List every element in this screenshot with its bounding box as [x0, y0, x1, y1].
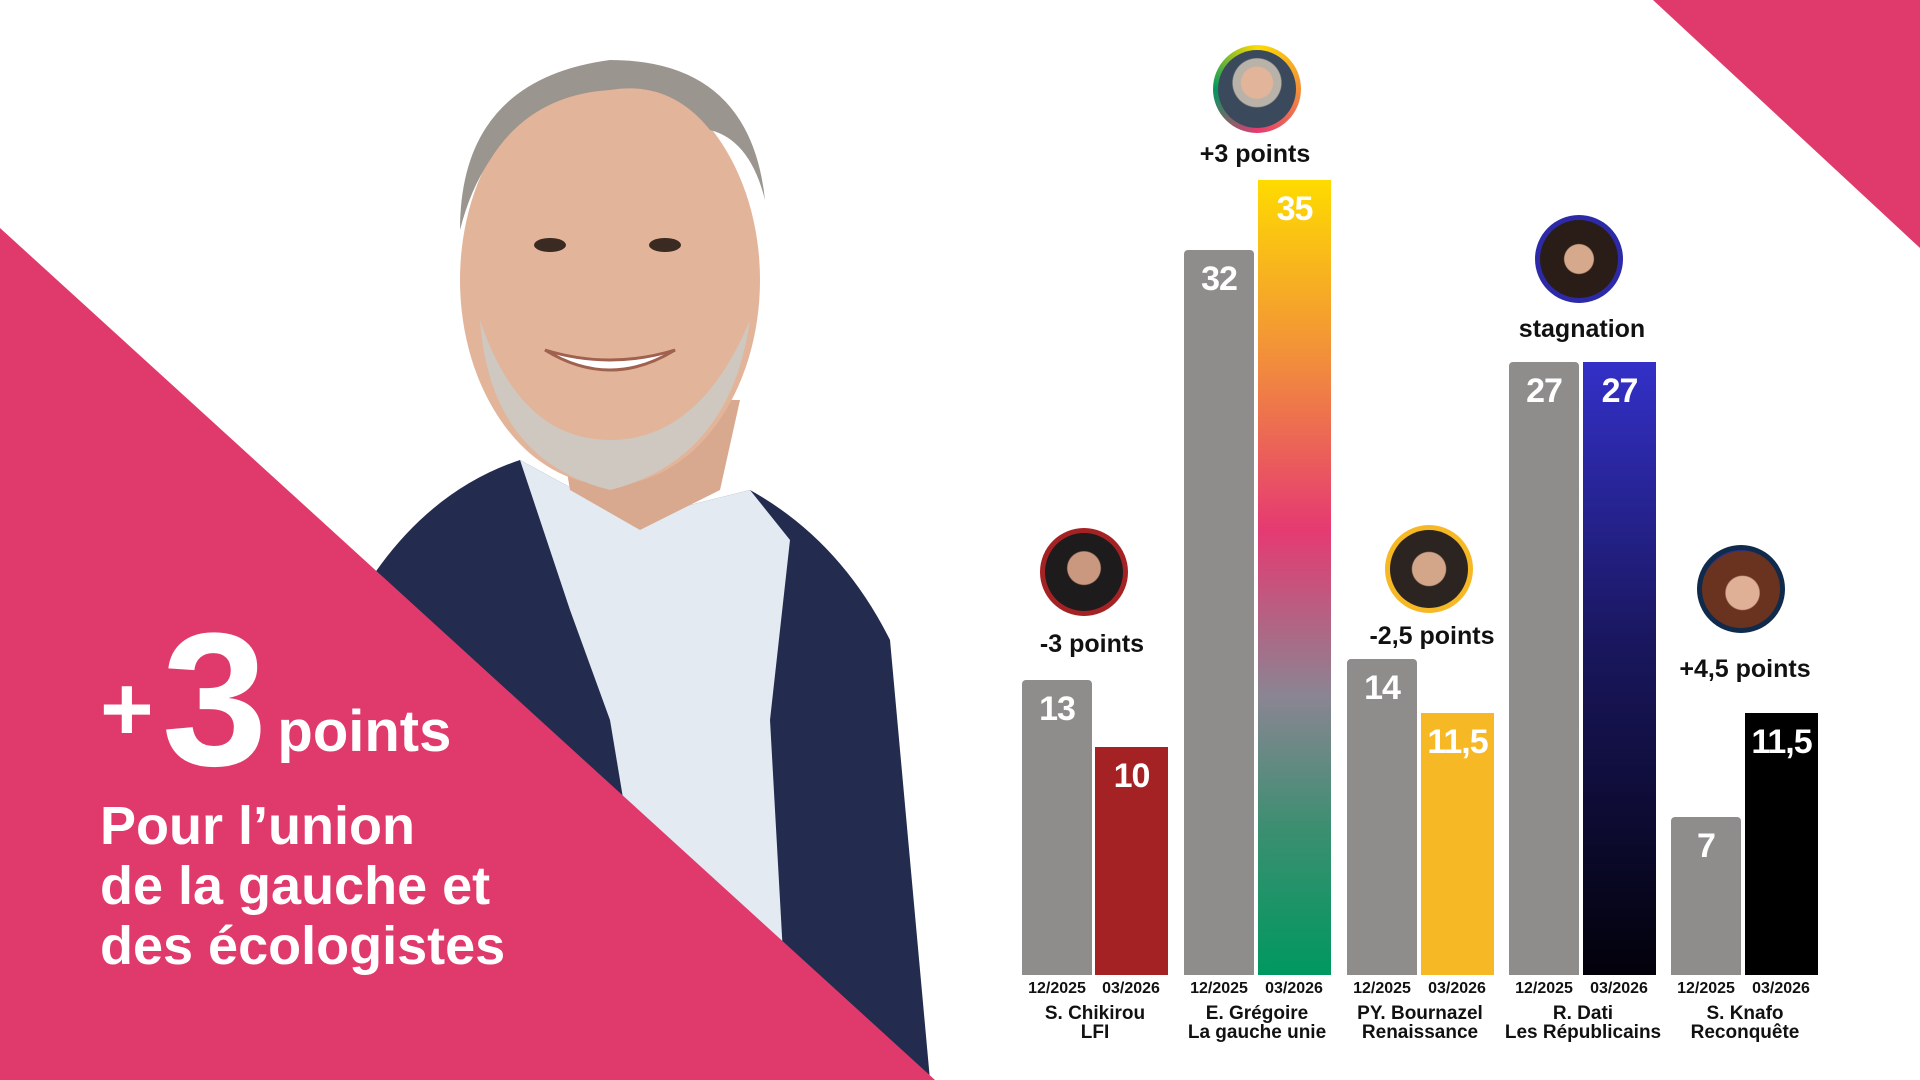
delta-knafo: +4,5 points	[1679, 655, 1811, 683]
bar-chikirou-12-2025: 13	[1022, 680, 1092, 975]
delta-dati: stagnation	[1518, 315, 1646, 343]
party-lfi: LFI	[1080, 1022, 1110, 1043]
avatar-knafo	[1697, 545, 1785, 633]
bar-knafo-03-2026: 11,5	[1745, 713, 1818, 975]
bar-dati-03-2026: 27	[1583, 362, 1656, 975]
bar-gregoire-03-2026: 35	[1258, 180, 1331, 975]
avatar-gregoire	[1213, 45, 1301, 133]
avatar-bournazel	[1385, 525, 1473, 613]
headline-subtitle-line-1: Pour l’union	[100, 796, 415, 856]
delta-gregoire: +3 points	[1199, 140, 1311, 168]
bar-gregoire-12-2025: 32	[1184, 250, 1254, 975]
headline-gain: + 3 points	[100, 605, 505, 795]
date-label-prev: 12/2025	[1515, 980, 1573, 997]
date-label-curr: 03/2026	[1752, 980, 1810, 997]
avatar-dati	[1535, 215, 1623, 303]
headline-subtitle-line-3: des écologistes	[100, 916, 506, 976]
bar-bournazel-12-2025: 14	[1347, 659, 1417, 975]
bar-knafo-12-2025: 7	[1671, 817, 1741, 975]
date-label-curr: 03/2026	[1428, 980, 1486, 997]
bar-dati-12-2025: 27	[1509, 362, 1579, 975]
date-label-prev: 12/2025	[1190, 980, 1248, 997]
date-label-curr: 03/2026	[1265, 980, 1323, 997]
headline-unit: points	[277, 699, 452, 764]
date-label-prev: 12/2025	[1677, 980, 1735, 997]
bar-chikirou-03-2026: 10	[1095, 747, 1168, 975]
party-la-gauche-unie: La gauche unie	[1187, 1022, 1327, 1043]
date-label-curr: 03/2026	[1590, 980, 1648, 997]
date-label-prev: 12/2025	[1028, 980, 1086, 997]
candidate-name-dati: R. Dati	[1552, 1003, 1614, 1024]
date-label-curr: 03/2026	[1102, 980, 1160, 997]
party-renaissance: Renaissance	[1361, 1022, 1479, 1043]
headline-plus: +	[100, 658, 154, 760]
bar-bournazel-03-2026: 11,5	[1421, 713, 1494, 975]
headline-subtitle-line-2: de la gauche et	[100, 856, 491, 916]
headline: + 3 points Pour l’union de la gauche et …	[100, 605, 506, 976]
candidate-name-knafo: S. Knafo	[1706, 1003, 1784, 1024]
party-les-republicains: Les Républicains	[1504, 1022, 1662, 1043]
headline-number: 3	[161, 594, 268, 806]
candidate-name-bournazel: PY. Bournazel	[1357, 1003, 1483, 1024]
delta-chikirou: -3 points	[1039, 630, 1145, 658]
candidate-name-gregoire: E. Grégoire	[1205, 1003, 1309, 1024]
date-label-prev: 12/2025	[1353, 980, 1411, 997]
party-reconquete: Reconquête	[1690, 1022, 1800, 1043]
delta-bournazel: -2,5 points	[1369, 622, 1495, 650]
avatar-chikirou	[1040, 528, 1128, 616]
candidate-name-chikirou: S. Chikirou	[1044, 1003, 1146, 1024]
